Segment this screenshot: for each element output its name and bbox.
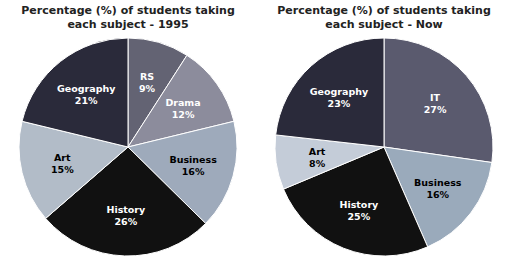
data-label: 25% xyxy=(348,211,371,222)
chart-title-line: each subject - 1995 xyxy=(67,18,188,31)
slice-category: IT xyxy=(430,92,441,103)
data-label: 8% xyxy=(309,158,326,169)
data-label: 23% xyxy=(328,98,351,109)
chart-title-line: each subject - Now xyxy=(325,18,442,31)
chart-title: Percentage (%) of students takingeach su… xyxy=(21,4,235,31)
data-label: 9% xyxy=(139,83,156,94)
slice-category: Business xyxy=(414,177,462,188)
slice-category: Geography xyxy=(57,83,116,94)
slices xyxy=(275,38,493,256)
slice-category: Geography xyxy=(310,86,369,97)
data-label: 12% xyxy=(172,109,195,120)
chart-title: Percentage (%) of students takingeach su… xyxy=(277,4,491,31)
pie-slice xyxy=(22,38,128,147)
chart-title-line: Percentage (%) of students taking xyxy=(277,4,491,17)
data-label: 16% xyxy=(426,189,449,200)
slice-labels: RS9% Drama12% Business16% History26% Art15% G… xyxy=(51,71,217,226)
pie-slice xyxy=(384,38,493,163)
slice-category: Business xyxy=(169,154,217,165)
pie-chart: Percentage (%) of students takingeach su… xyxy=(19,4,237,256)
data-label: 26% xyxy=(114,216,137,227)
slice-category: RS xyxy=(140,71,154,82)
slice-category: History xyxy=(339,199,379,210)
figure: Percentage (%) of students takingeach su… xyxy=(0,0,512,262)
slices xyxy=(19,38,237,256)
data-label: 16% xyxy=(182,166,205,177)
slice-category: Art xyxy=(309,146,326,157)
pie-slice xyxy=(276,38,384,147)
slice-category: Art xyxy=(54,152,71,163)
data-label: 21% xyxy=(75,95,98,106)
pie-chart: Percentage (%) of students takingeach su… xyxy=(275,4,493,256)
slice-labels: IT27% Business16% History25% Art8% Geography… xyxy=(309,86,462,222)
slice-category: History xyxy=(106,204,146,215)
slice-category: Drama xyxy=(165,97,200,108)
data-label: 27% xyxy=(424,104,447,115)
chart-title-line: Percentage (%) of students taking xyxy=(21,4,235,17)
data-label: 15% xyxy=(51,164,74,175)
